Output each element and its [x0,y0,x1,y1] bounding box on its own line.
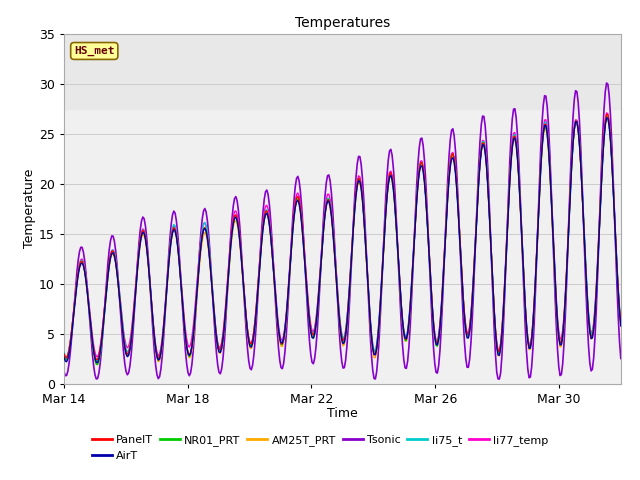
Bar [64,34,621,108]
Y-axis label: Temperature: Temperature [23,169,36,249]
Legend: PanelT, AirT, NR01_PRT, AM25T_PRT, Tsonic, li75_t, li77_temp: PanelT, AirT, NR01_PRT, AM25T_PRT, Tsoni… [92,435,548,461]
X-axis label: Time: Time [327,408,358,420]
Text: HS_met: HS_met [74,46,115,56]
Title: Temperatures: Temperatures [295,16,390,30]
